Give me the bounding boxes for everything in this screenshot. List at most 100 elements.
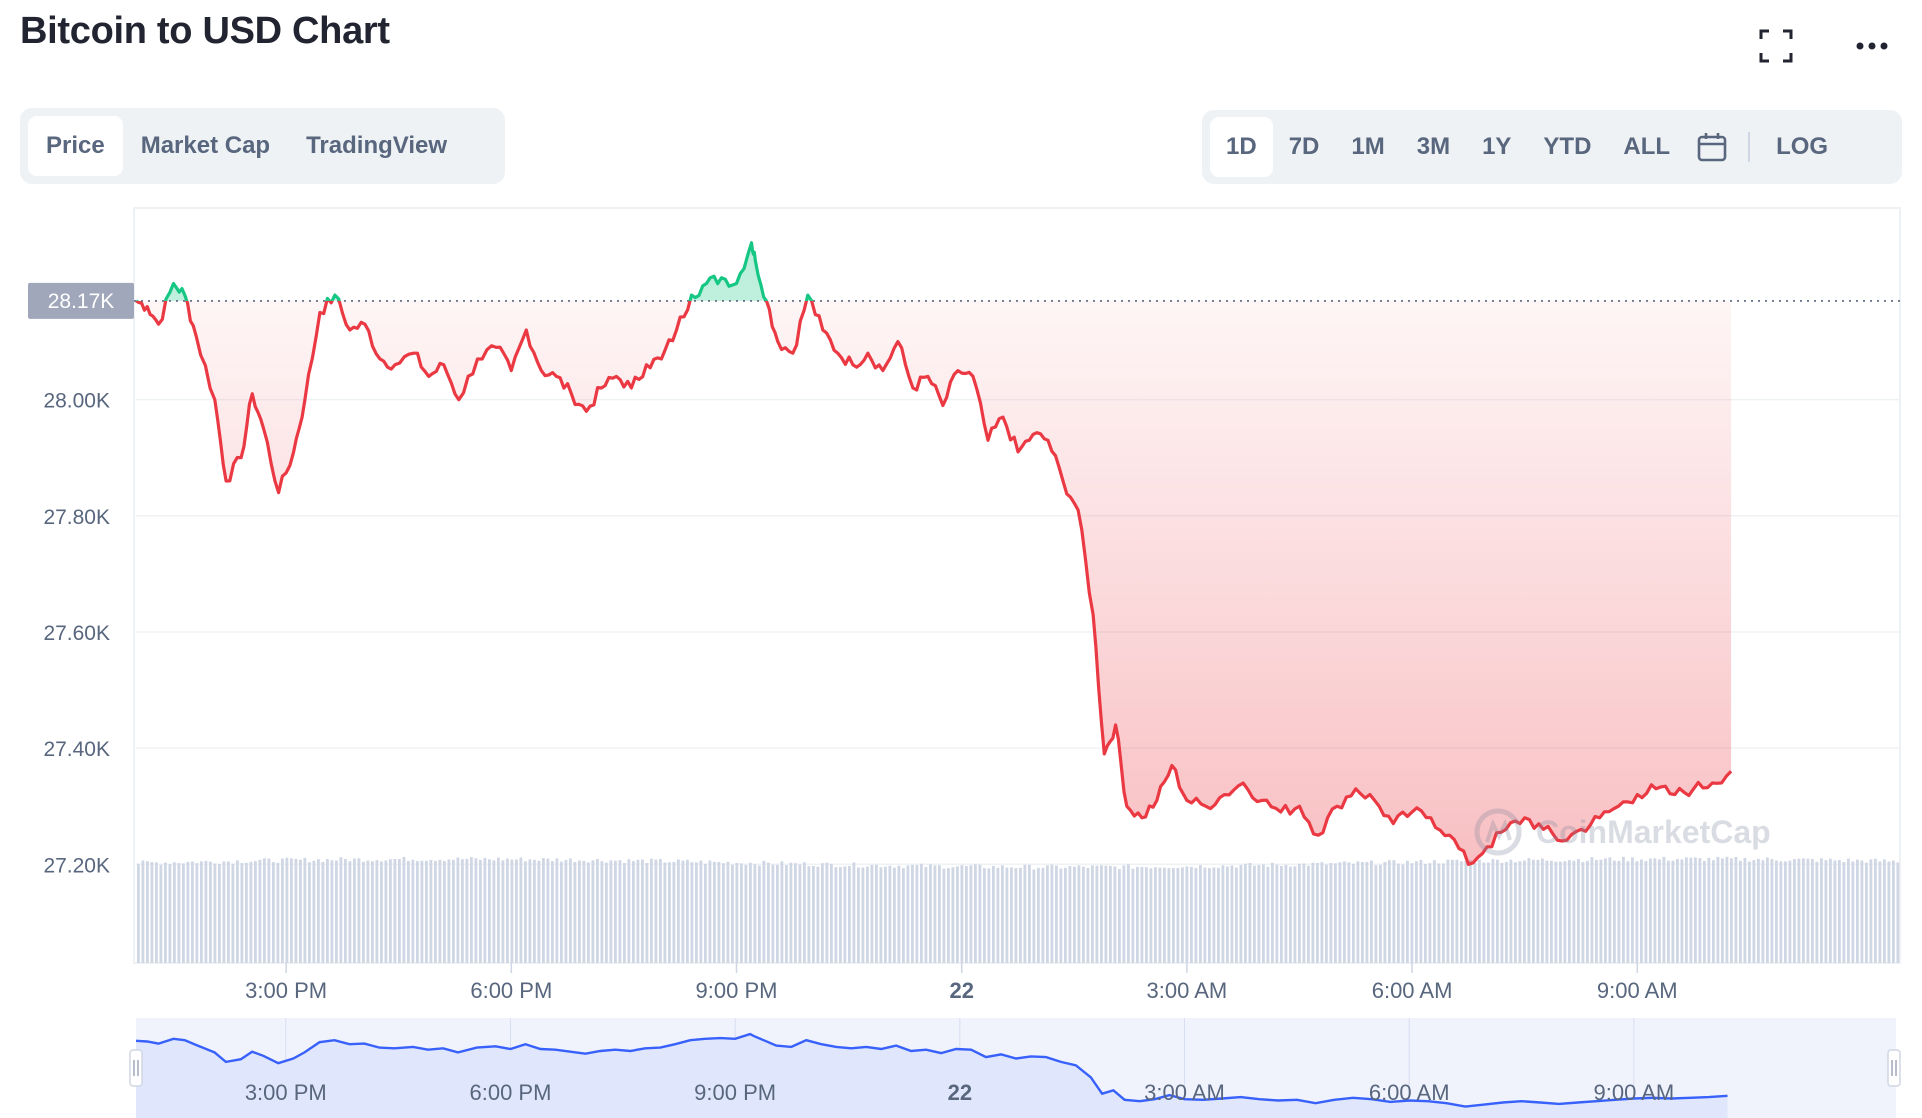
range-1d[interactable]: 1D xyxy=(1210,117,1273,177)
volume-bar xyxy=(461,859,464,963)
volume-bar xyxy=(776,864,779,963)
range-3m[interactable]: 3M xyxy=(1416,133,1451,160)
volume-bar xyxy=(1478,859,1481,963)
volume-bar xyxy=(218,863,221,963)
navigator-handle-left[interactable] xyxy=(129,1049,143,1087)
log-toggle[interactable]: LOG xyxy=(1776,133,1829,160)
volume-bar xyxy=(830,863,833,963)
volume-bar xyxy=(330,860,334,963)
volume-bar xyxy=(312,860,316,963)
volume-bar xyxy=(137,863,140,963)
volume-bar xyxy=(1824,860,1828,963)
volume-bar xyxy=(965,866,968,963)
volume-bar xyxy=(1667,860,1670,963)
x-axis: 3:00 PM 6:00 PM 9:00 PM 22 3:00 AM 6:00 AM 9:0… xyxy=(245,963,1678,1003)
volume-bar xyxy=(960,865,964,963)
volume-bar xyxy=(317,859,320,963)
volume-bar xyxy=(573,862,577,963)
volume-bar xyxy=(767,862,770,963)
volume-bar xyxy=(267,858,271,963)
tab-market-cap[interactable]: Market Cap xyxy=(140,132,271,159)
volume-bar xyxy=(177,863,181,963)
volume-bar xyxy=(1622,856,1625,963)
volume-bar xyxy=(1338,862,1342,963)
volume-bar xyxy=(852,862,856,963)
range-1y[interactable]: 1Y xyxy=(1482,133,1512,160)
volume-bar xyxy=(582,861,586,963)
volume-bar xyxy=(632,861,635,963)
range-ytd[interactable]: YTD xyxy=(1543,133,1592,160)
volume-bar xyxy=(1752,860,1756,963)
volume-bar xyxy=(258,859,262,963)
volume-bar xyxy=(731,864,734,963)
volume-bar xyxy=(1424,863,1427,963)
range-tabs: 1D 7D 1M 3M 1Y YTD ALL LOG xyxy=(1202,110,1902,184)
volume-bar xyxy=(618,860,622,963)
volume-bar xyxy=(182,863,185,963)
y-axis: 28.00K 27.80K 27.60K 27.40K 27.20K xyxy=(43,390,110,878)
volume-bar xyxy=(1514,862,1517,963)
volume-bar xyxy=(429,859,433,963)
volume-bar xyxy=(1271,862,1274,963)
volume-bar xyxy=(407,861,410,963)
volume-bar xyxy=(951,867,955,963)
volume-bar xyxy=(1356,861,1360,963)
volume-bar xyxy=(879,867,883,963)
coinmarketcap-logo-mark xyxy=(1485,818,1512,843)
coinmarketcap-logo-icon xyxy=(1474,808,1522,856)
volume-bar xyxy=(249,861,253,963)
reference-badge-label: 28.17K xyxy=(48,290,115,313)
tab-tradingview[interactable]: TradingView xyxy=(306,132,448,159)
volume-bar xyxy=(1865,862,1868,963)
calendar-button[interactable] xyxy=(1686,117,1738,177)
volume-bar xyxy=(1086,868,1090,963)
volume-bar xyxy=(609,860,613,963)
volume-bar xyxy=(1433,860,1436,963)
volume-bar xyxy=(393,859,397,963)
volume-bar xyxy=(375,860,379,963)
reference-badge-bg xyxy=(28,282,134,319)
volume-bar xyxy=(465,858,469,963)
volume-bar xyxy=(213,863,217,963)
volume-bar xyxy=(348,861,352,963)
volume-bar xyxy=(1577,859,1580,963)
volume-bar xyxy=(717,861,721,963)
volume-bar xyxy=(1185,866,1189,963)
volume-bar xyxy=(1320,862,1324,963)
volume-bar xyxy=(825,862,829,963)
fullscreen-button[interactable] xyxy=(1752,22,1800,70)
volume-bar xyxy=(843,866,847,963)
volume-bar xyxy=(771,864,775,963)
volume-bar xyxy=(321,861,325,963)
volume-bar xyxy=(996,867,1000,963)
navigator[interactable]: 3:00 PM 6:00 PM 9:00 PM 22 3:00 AM 6:00 AM 9:0… xyxy=(129,1018,1901,1118)
range-all[interactable]: ALL xyxy=(1623,133,1671,160)
volume-bar xyxy=(677,859,680,963)
range-1m[interactable]: 1M xyxy=(1351,133,1385,160)
y-tick-label: 27.80K xyxy=(43,506,110,529)
volume-bar xyxy=(1730,858,1733,963)
volume-bar xyxy=(924,867,928,963)
volume-bar xyxy=(1091,865,1094,963)
volume-bar xyxy=(1104,865,1108,963)
range-7d[interactable]: 7D xyxy=(1288,133,1320,160)
volume-bar xyxy=(1253,865,1256,963)
volume-bar xyxy=(294,858,298,963)
volume-bar xyxy=(623,863,626,963)
tab-price[interactable]: Price xyxy=(28,116,123,176)
volume-bar xyxy=(1284,864,1288,963)
volume-bar xyxy=(186,861,190,963)
volume-bar xyxy=(888,865,892,963)
volume-bar xyxy=(1154,867,1157,963)
volume-bar xyxy=(1046,865,1049,963)
navigator-tick-label: 9:00 PM xyxy=(694,1080,776,1105)
navigator-handle-right[interactable] xyxy=(1887,1049,1901,1087)
volume-bar xyxy=(1401,864,1405,963)
volume-bar xyxy=(402,856,406,963)
volume-bar xyxy=(1131,868,1135,963)
volume-bar xyxy=(1707,857,1711,963)
volume-bar xyxy=(974,864,977,963)
calendar-icon xyxy=(1697,133,1727,162)
more-options-button[interactable] xyxy=(1848,22,1896,70)
volume-bar xyxy=(537,860,541,963)
